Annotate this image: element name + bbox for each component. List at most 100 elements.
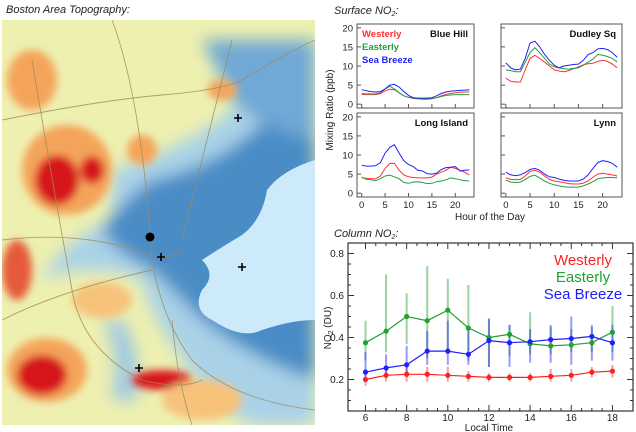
column-chart-title: Column NO2: (334, 228, 399, 241)
x-tick-label: 15 (573, 200, 584, 211)
plus-marker-icon (135, 364, 143, 372)
y-tick-label: 10 (342, 151, 353, 162)
series-line-westerly (505, 54, 618, 83)
data-point-easterly (465, 325, 471, 331)
y-tick-label: 15 (342, 131, 353, 142)
map-highlands (2, 50, 242, 420)
legend-entry-sea-breeze: Sea Breeze (544, 286, 622, 303)
data-point-sea-breeze (486, 338, 492, 344)
data-point-westerly (465, 373, 471, 379)
y-tick-label: 20 (342, 112, 353, 123)
y-tick-label: 0 (348, 189, 353, 200)
x-tick-label: 6 (363, 413, 369, 424)
legend-entry-westerly: Westerly (362, 29, 402, 40)
data-point-sea-breeze (404, 362, 410, 368)
series-line-westerly (361, 162, 470, 180)
y-tick-label: 15 (342, 42, 353, 53)
y-tick-label: 20 (342, 23, 353, 34)
data-point-sea-breeze (609, 340, 616, 346)
data-point-westerly (445, 372, 451, 378)
data-point-easterly (548, 343, 554, 349)
x-tick-label: 8 (404, 413, 410, 424)
data-point-easterly (568, 342, 574, 348)
plus-marker-icon (238, 263, 246, 271)
y-tick-label: 5 (348, 81, 353, 92)
series-line-easterly (361, 85, 470, 99)
map-harbor-water (198, 160, 315, 334)
series-line-sea-breeze (361, 83, 470, 99)
data-point-sea-breeze (589, 333, 595, 340)
topography-map (2, 20, 315, 425)
legend-entry-sea-breeze: Sea Breeze (362, 55, 413, 66)
data-point-westerly (568, 372, 574, 378)
data-point-westerly (609, 368, 616, 374)
x-tick-label: 14 (525, 413, 537, 424)
x-tick-label: 5 (527, 200, 532, 211)
map-title: Boston Area Topography: (6, 4, 130, 16)
panel-label: Lynn (594, 118, 617, 129)
data-point-sea-breeze (506, 340, 513, 346)
data-point-easterly (424, 318, 430, 324)
data-point-westerly (362, 376, 369, 383)
y-tick-label: 0.8 (330, 249, 344, 260)
data-point-sea-breeze (527, 339, 533, 345)
panel-label: Dudley Sq (570, 29, 617, 40)
data-point-sea-breeze (383, 365, 389, 371)
x-tick-label: 5 (382, 200, 387, 211)
x-tick-label: 20 (450, 200, 461, 211)
x-tick-label: 18 (607, 413, 619, 424)
data-point-westerly (527, 374, 533, 380)
panel-label: Long Island (415, 118, 469, 129)
y-axis-label: Mixing Ratio (ppb) (325, 69, 336, 150)
data-point-easterly (445, 307, 451, 313)
series-line-easterly (505, 174, 618, 188)
series-line-easterly (505, 46, 618, 73)
panel-long-island: 0 5 10 15 20 0 5 10 15 20 Long Island (342, 112, 475, 211)
x-tick-label: 12 (483, 413, 495, 424)
surface-no2-chart: 0 5 10 15 20 Blue Hill Westerly Easterly Sea Bre… (325, 23, 623, 222)
series-line-sea-breeze (361, 144, 470, 175)
y-tick-label: 0 (348, 100, 353, 111)
x-tick-label: 10 (442, 413, 454, 424)
x-tick-label: 20 (597, 200, 608, 211)
map-roads (2, 20, 315, 425)
data-point-westerly (589, 369, 595, 375)
series-line-sea-breeze (505, 160, 618, 182)
column-no2-chart: 0.2 0.4 0.6 0.8 6 8 10 12 14 16 18 WesterlyEasterly… (323, 242, 634, 432)
data-point-sea-breeze (465, 351, 471, 357)
plus-marker-icon (234, 114, 242, 122)
data-point-westerly (424, 371, 430, 377)
legend-entry-easterly: Easterly (556, 269, 611, 286)
data-point-easterly (589, 340, 595, 346)
data-point-easterly (404, 313, 410, 320)
panel-label: Blue Hill (430, 29, 468, 40)
panel-lynn: 0 5 10 15 20 Lynn (500, 112, 623, 211)
x-axis-label: Hour of the Day (455, 212, 525, 222)
data-point-easterly (609, 329, 616, 335)
y-tick-label: 5 (348, 170, 353, 181)
panel-blue-hill: 0 5 10 15 20 Blue Hill Westerly Easterly Sea Bre… (342, 23, 475, 111)
title-subscript: 2 (391, 11, 396, 18)
data-point-sea-breeze (568, 335, 574, 342)
filled-circle-icon (145, 232, 155, 242)
data-point-westerly (383, 372, 389, 378)
series-line-westerly (505, 169, 618, 185)
data-point-westerly (548, 373, 554, 379)
panel-dudley-sq: Dudley Sq (500, 23, 623, 109)
data-point-sea-breeze (424, 348, 430, 354)
data-point-sea-breeze (445, 348, 451, 354)
x-tick-label: 0 (503, 200, 508, 211)
x-tick-label: 0 (359, 200, 364, 211)
x-tick-label: 10 (549, 200, 560, 211)
surface-chart-title: Surface NO2: (334, 5, 399, 18)
plus-marker-icon (157, 253, 165, 261)
series-line-easterly (361, 174, 470, 185)
y-tick-label: 0.6 (330, 291, 344, 302)
data-point-westerly (404, 371, 410, 377)
data-point-westerly (486, 374, 492, 380)
data-point-sea-breeze (362, 369, 369, 375)
x-tick-label: 15 (427, 200, 438, 211)
series-line-sea-breeze (505, 40, 618, 71)
title-subscript: 2 (391, 234, 396, 241)
legend-entry-easterly: Easterly (362, 42, 400, 53)
